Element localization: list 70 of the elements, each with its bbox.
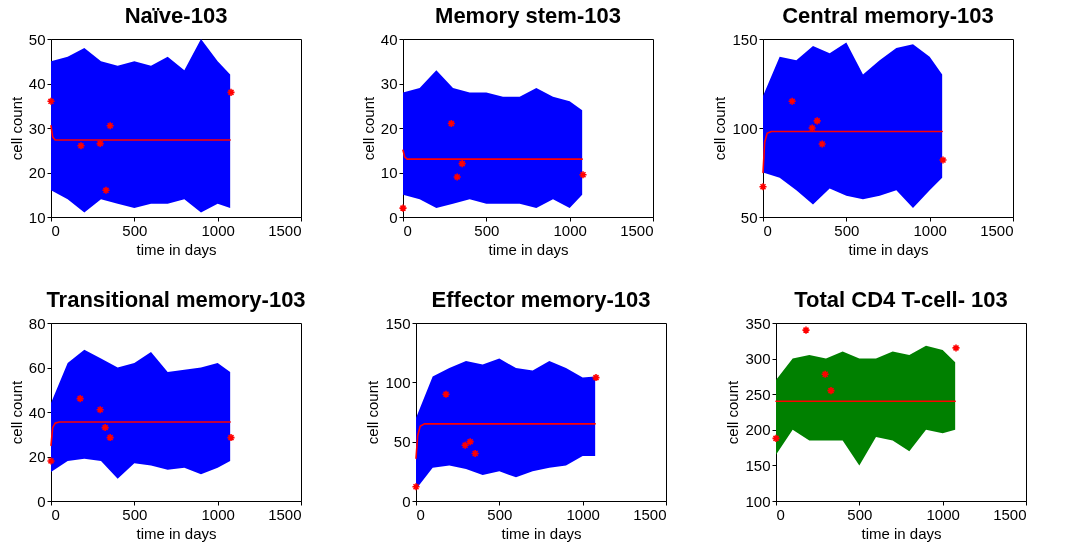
- y-tick-label: 40: [28, 403, 46, 421]
- y-tick-label: 30: [28, 119, 46, 137]
- y-tick-label: 50: [393, 433, 411, 451]
- y-tick-label: 80: [28, 314, 46, 332]
- x-axis-title: time in days: [488, 240, 569, 258]
- chart-title: Memory stem-103: [435, 3, 621, 28]
- x-tick-label: 1000: [201, 221, 235, 239]
- y-tick-label: 350: [745, 314, 771, 332]
- y-tick-label: 30: [380, 75, 398, 92]
- x-tick-label: 0: [776, 505, 785, 523]
- y-tick-label: 150: [745, 456, 771, 474]
- x-tick-label: 0: [416, 505, 425, 523]
- y-tick-label: 40: [380, 30, 398, 48]
- x-tick-label: 500: [847, 505, 873, 523]
- x-axis-title: time in days: [136, 240, 217, 258]
- chart-title: Effector memory-103: [431, 287, 651, 312]
- y-axis-title: cell count: [7, 379, 25, 445]
- y-tick-label: 250: [745, 385, 771, 403]
- y-tick-label: 300: [745, 350, 771, 368]
- y-tick-label: 150: [732, 30, 758, 48]
- y-tick-label: 50: [740, 208, 758, 226]
- x-tick-label: 1000: [566, 505, 600, 523]
- y-axis-title: cell count: [359, 95, 377, 161]
- y-tick-label: 150: [385, 314, 411, 332]
- x-tick-label: 500: [834, 221, 860, 239]
- line-series: [415, 423, 596, 460]
- y-tick-label: 20: [380, 119, 398, 137]
- x-tick-label: 1000: [553, 221, 587, 239]
- line-series: [50, 421, 231, 447]
- x-axis-title: time in days: [861, 524, 942, 542]
- y-axis-title: cell count: [7, 95, 25, 161]
- y-axis-title: cell count: [711, 95, 729, 161]
- x-tick-label: 500: [487, 505, 513, 523]
- x-tick-label: 1500: [993, 505, 1027, 523]
- y-tick-label: 60: [28, 359, 46, 376]
- y-axis-title: cell count: [364, 379, 382, 445]
- x-tick-label: 0: [51, 505, 60, 523]
- x-tick-label: 500: [474, 221, 500, 239]
- x-axis-title: time in days: [848, 240, 929, 258]
- x-tick-label: 1000: [926, 505, 960, 523]
- x-tick-label: 1500: [620, 221, 654, 239]
- y-tick-label: 10: [28, 208, 46, 226]
- x-tick-label: 500: [122, 505, 148, 523]
- y-tick-label: 100: [385, 373, 411, 391]
- x-tick-label: 1500: [633, 505, 667, 523]
- x-axis-title: time in days: [501, 524, 582, 542]
- chart-title: Total CD4 T-cell- 103: [794, 287, 1008, 312]
- chart-title: Transitional memory-103: [46, 287, 306, 312]
- y-tick-label: 100: [732, 119, 758, 137]
- x-tick-label: 1000: [913, 221, 947, 239]
- y-tick-label: 0: [402, 492, 411, 510]
- x-axis-title: time in days: [136, 524, 217, 542]
- x-tick-label: 1500: [980, 221, 1014, 239]
- y-tick-label: 50: [28, 30, 46, 48]
- y-tick-label: 10: [380, 164, 398, 181]
- y-tick-label: 0: [37, 492, 46, 510]
- x-tick-label: 1500: [268, 221, 302, 239]
- x-tick-label: 1000: [201, 505, 235, 523]
- x-tick-label: 500: [122, 221, 148, 239]
- y-axis-title: cell count: [724, 379, 742, 445]
- x-tick-label: 1500: [268, 505, 302, 523]
- y-tick-label: 20: [28, 448, 46, 465]
- y-tick-label: 200: [745, 421, 771, 439]
- y-tick-label: 0: [389, 208, 398, 226]
- y-tick-label: 40: [28, 75, 46, 92]
- x-tick-label: 0: [51, 221, 60, 239]
- chart-title: Central memory-103: [782, 3, 994, 28]
- chart-title: Naïve-103: [124, 3, 228, 28]
- y-tick-label: 20: [28, 164, 46, 181]
- y-tick-label: 100: [745, 492, 771, 510]
